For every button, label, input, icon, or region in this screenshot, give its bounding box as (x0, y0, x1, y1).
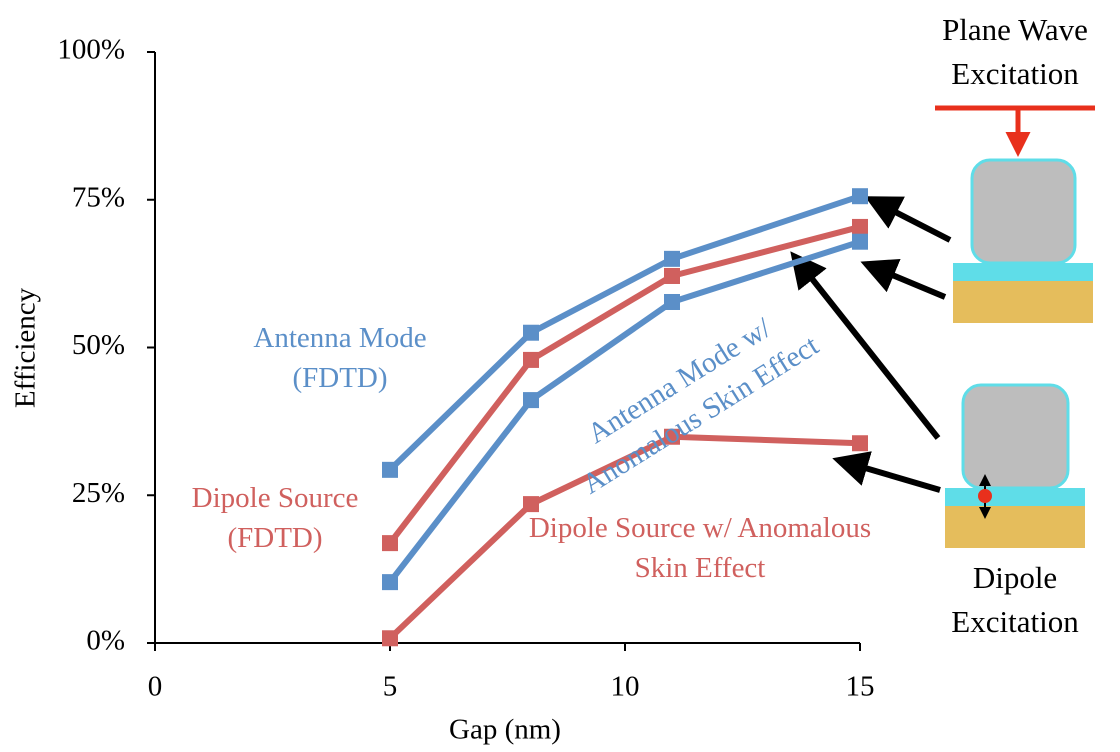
point (664, 428, 680, 445)
y-axis-label: Efficiency (10, 287, 42, 408)
y-tick-label: 100% (57, 34, 125, 66)
series-line (387, 433, 861, 641)
series-label: Dipole Source w/ Anomalous Skin Effect (528, 512, 872, 584)
point (382, 630, 398, 647)
point (382, 574, 398, 591)
annotation: Plane Wave Excitation (942, 12, 1088, 91)
point (382, 535, 398, 552)
y-tick-label: 75% (72, 181, 125, 213)
series-label: Dipole Source (FDTD) (191, 482, 359, 554)
x-tick-label: 10 (611, 671, 640, 703)
point (382, 461, 398, 478)
y-tick-label: 25% (72, 477, 125, 509)
y-tick-label: 0% (86, 625, 125, 657)
x-tick-label: 15 (846, 671, 875, 703)
point (852, 188, 868, 205)
point (664, 250, 680, 267)
point (523, 324, 539, 341)
point (523, 351, 539, 368)
annotation: Dipole Excitation (951, 560, 1079, 639)
y-tick-label: 50% (72, 329, 125, 361)
series-line (387, 224, 861, 545)
point (852, 233, 868, 250)
x-axis-label: Gap (nm) (449, 714, 561, 746)
point (523, 392, 539, 409)
point (852, 218, 868, 235)
point (664, 267, 680, 284)
series-label: Antenna Mode (FDTD) (253, 322, 427, 394)
schematic (790, 105, 1095, 548)
series-line (387, 193, 861, 472)
point (852, 435, 868, 452)
point (523, 496, 539, 513)
x-tick-label: 0 (148, 671, 163, 703)
point (664, 293, 680, 310)
x-tick-label: 5 (383, 671, 398, 703)
series-line (387, 238, 861, 584)
